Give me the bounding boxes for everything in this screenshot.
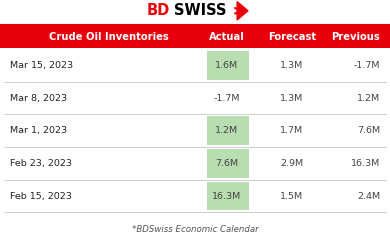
Text: 7.6M: 7.6M <box>215 159 239 168</box>
Text: Mar 1, 2023: Mar 1, 2023 <box>10 126 67 135</box>
Text: Forecast: Forecast <box>268 32 316 42</box>
Text: 1.5M: 1.5M <box>280 192 303 201</box>
Bar <box>207 149 249 178</box>
Text: 16.3M: 16.3M <box>351 159 380 168</box>
Text: Mar 15, 2023: Mar 15, 2023 <box>10 61 73 70</box>
Text: -1.7M: -1.7M <box>354 61 380 70</box>
Text: 1.6M: 1.6M <box>215 61 239 70</box>
Text: SWISS: SWISS <box>174 3 226 18</box>
Text: BD: BD <box>146 3 170 18</box>
Text: Feb 23, 2023: Feb 23, 2023 <box>10 159 72 168</box>
Text: -1.7M: -1.7M <box>214 94 240 103</box>
Bar <box>207 182 249 210</box>
Text: Feb 15, 2023: Feb 15, 2023 <box>10 192 72 201</box>
Text: Actual: Actual <box>209 32 245 42</box>
Text: 1.2M: 1.2M <box>215 126 239 135</box>
Text: 1.3M: 1.3M <box>280 94 303 103</box>
Text: 2.4M: 2.4M <box>357 192 380 201</box>
Text: 1.3M: 1.3M <box>280 61 303 70</box>
Text: 7.6M: 7.6M <box>357 126 380 135</box>
Text: 16.3M: 16.3M <box>212 192 241 201</box>
Text: Previous: Previous <box>332 32 380 42</box>
Text: 2.9M: 2.9M <box>280 159 303 168</box>
Text: Crude Oil Inventories: Crude Oil Inventories <box>49 32 169 42</box>
Text: 1.2M: 1.2M <box>357 94 380 103</box>
Text: *BDSwiss Economic Calendar: *BDSwiss Economic Calendar <box>132 225 258 234</box>
Text: Mar 8, 2023: Mar 8, 2023 <box>10 94 67 103</box>
Text: 1.7M: 1.7M <box>280 126 303 135</box>
Bar <box>207 116 249 145</box>
Bar <box>0 26 390 48</box>
Polygon shape <box>237 2 248 20</box>
Bar <box>207 51 249 80</box>
